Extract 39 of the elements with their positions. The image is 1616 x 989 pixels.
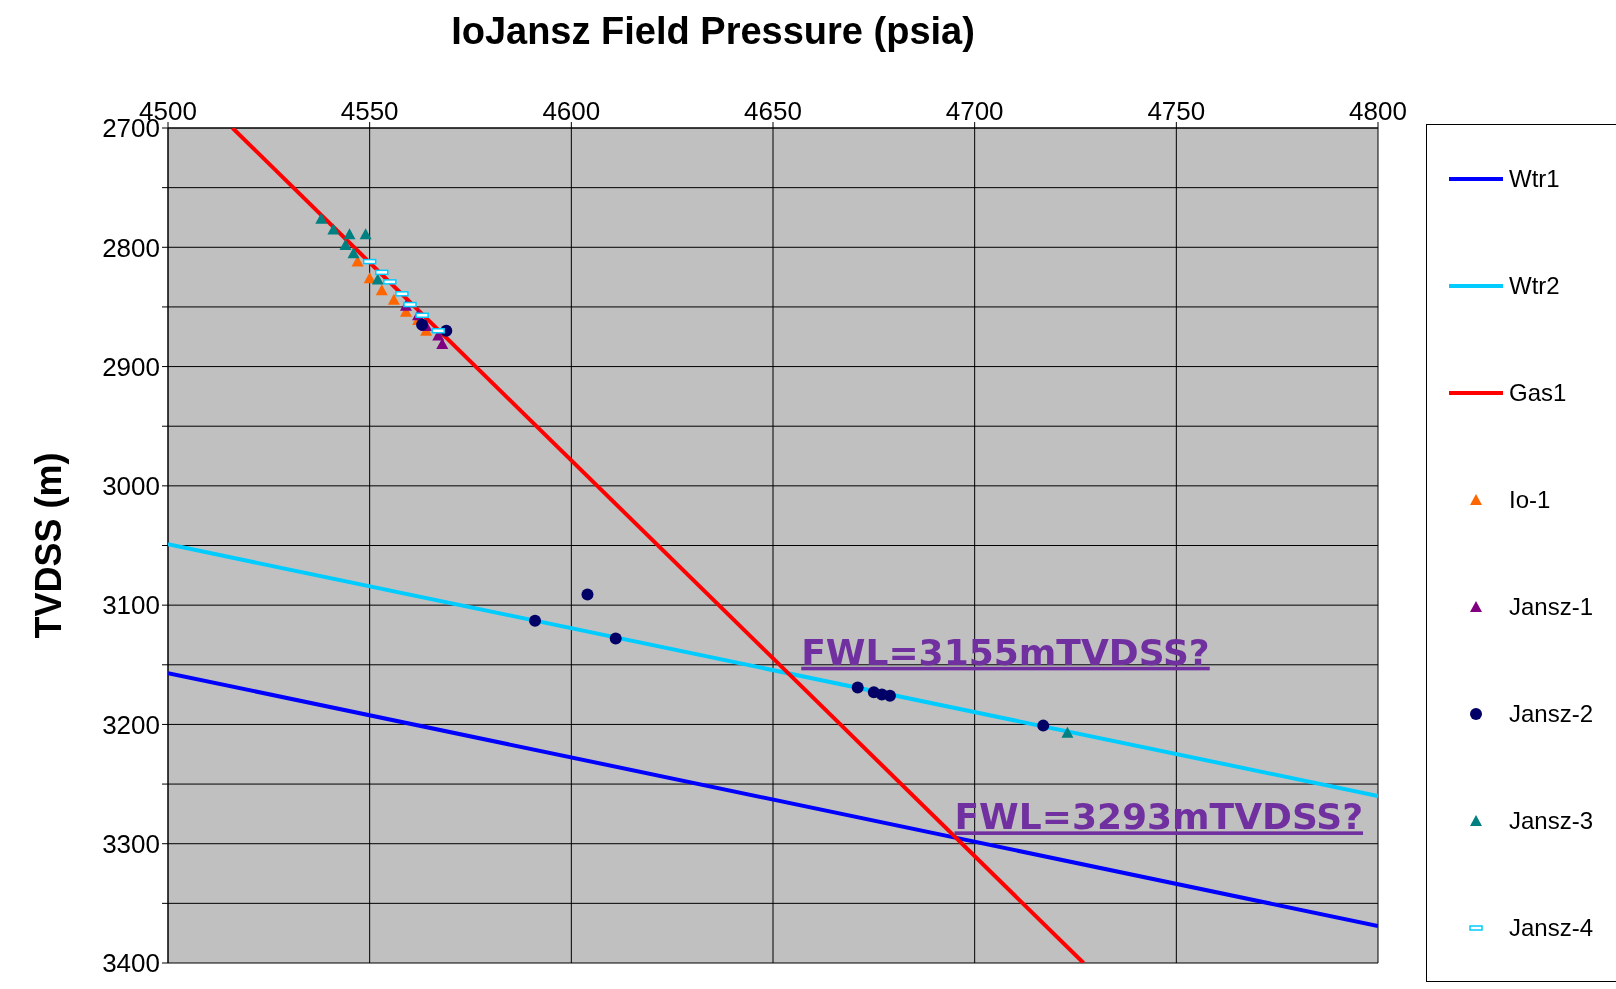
point: [1037, 719, 1050, 732]
point: [375, 284, 388, 296]
legend-label: Io-1: [1509, 485, 1551, 514]
legend-label: Gas1: [1509, 378, 1567, 407]
x-tick-label: 4650: [744, 96, 802, 126]
x-tick-label: 4550: [340, 96, 399, 126]
point: [315, 212, 328, 224]
y-axis-title: TVDSS (m): [27, 452, 69, 639]
point: [416, 318, 429, 331]
point: [359, 228, 372, 240]
point: [347, 247, 360, 259]
y-tick-label: 2900: [102, 351, 160, 382]
point: [343, 228, 356, 240]
point: [529, 614, 542, 627]
legend-label: Jansz-4: [1509, 913, 1594, 942]
y-tick-label: 2800: [102, 232, 160, 263]
point: [339, 238, 352, 250]
point: [351, 255, 364, 267]
y-tick-label: 3300: [102, 828, 160, 859]
point: [387, 293, 400, 305]
x-tick-label: 4800: [1349, 96, 1407, 126]
legend-label: Wtr1: [1509, 164, 1560, 193]
point: [327, 223, 340, 235]
point: [581, 588, 594, 601]
point: [851, 681, 864, 694]
legend-label: Wtr2: [1509, 271, 1560, 300]
legend-label: Jansz-3: [1509, 806, 1594, 835]
x-tick-label: 4600: [542, 96, 601, 126]
y-tick-label: 3000: [102, 471, 160, 502]
x-tick-label: 4700: [945, 96, 1004, 126]
y-tick-label: 3200: [102, 709, 160, 740]
chart-title: IoJansz Field Pressure (psia): [450, 10, 976, 53]
legend-label: Jansz-1: [1509, 592, 1594, 621]
point: [1061, 726, 1074, 738]
x-tick-label: 4750: [1147, 96, 1206, 126]
y-tick-label: 3400: [102, 948, 160, 979]
legend-label: Jansz-2: [1509, 699, 1594, 728]
point: [609, 632, 622, 645]
y-tick-label: 3100: [102, 590, 160, 621]
